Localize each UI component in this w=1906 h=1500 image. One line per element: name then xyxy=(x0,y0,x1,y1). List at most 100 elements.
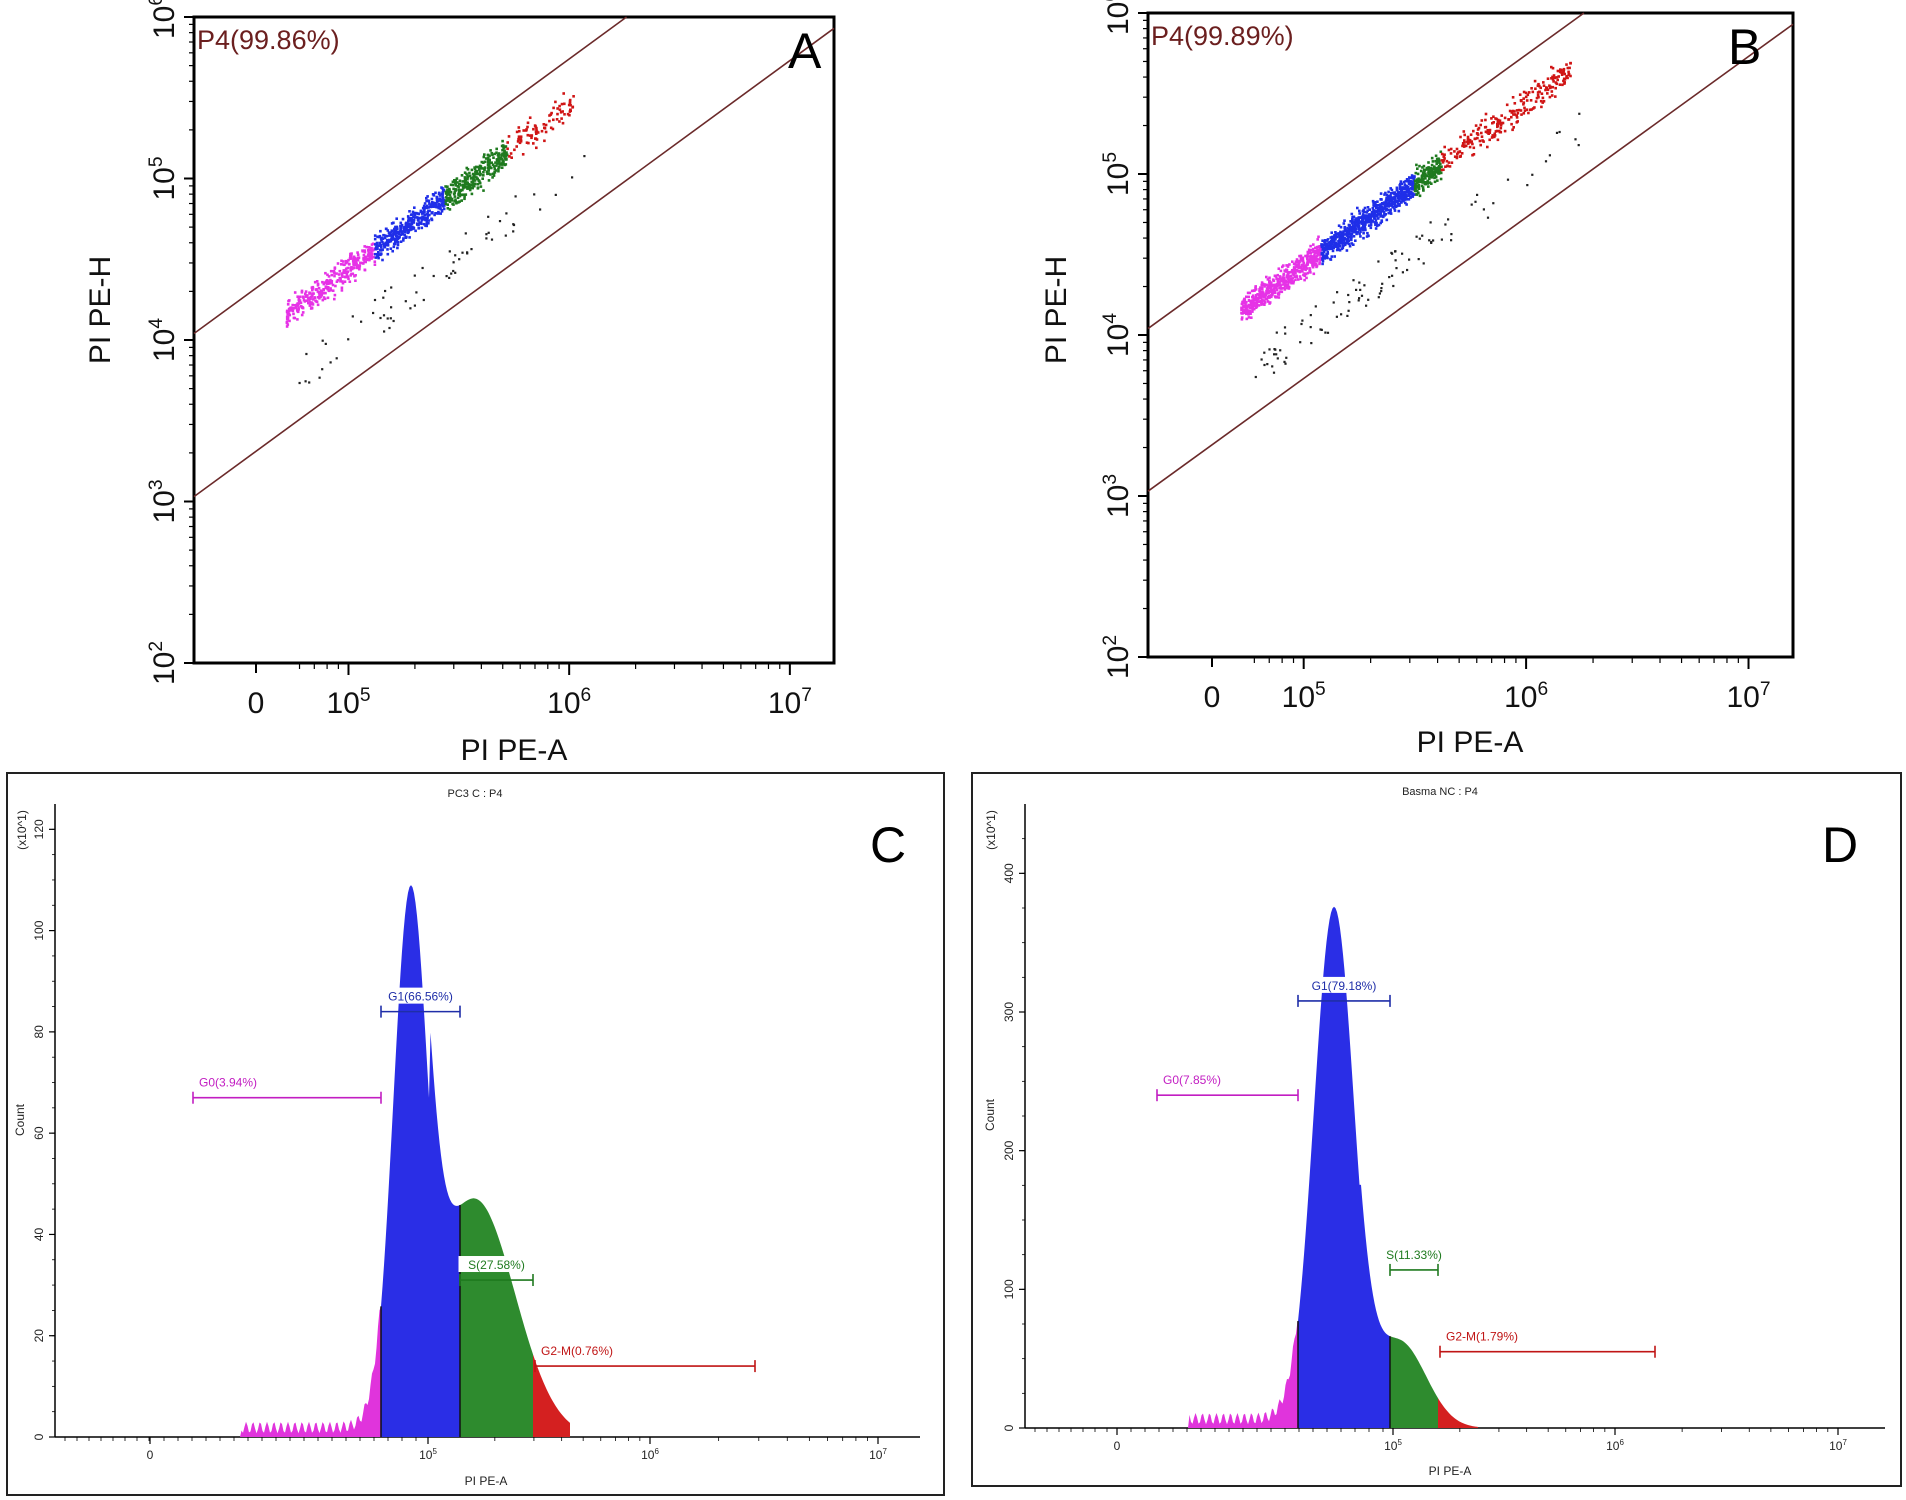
scatter-dot-g1 xyxy=(434,201,437,205)
scatter-dot-g1 xyxy=(1373,209,1376,212)
scatter-dot-g0 xyxy=(1240,316,1244,319)
scatter-dot-s xyxy=(474,170,478,174)
scatter-dot-g0 xyxy=(344,275,347,279)
scatter-dot-g0 xyxy=(1295,258,1299,261)
scatter-dot-g1 xyxy=(1338,238,1342,242)
scatter-dot-g1 xyxy=(1322,254,1325,257)
scatter-dot-g1 xyxy=(1326,243,1329,246)
scatter-dot-s xyxy=(1419,169,1423,173)
scatter-dot-g2-m xyxy=(534,125,537,128)
scatter-dot-outlier xyxy=(1548,154,1551,157)
scatter-dot-s xyxy=(1438,170,1441,174)
scatter-dot-g0 xyxy=(330,281,333,285)
scatter-dot-g0 xyxy=(333,274,336,278)
scatter-dot-g2-m xyxy=(1479,143,1482,147)
scatter-dot-g0 xyxy=(1266,300,1270,303)
scatter-dot-g2-m xyxy=(1480,131,1483,135)
scatter-dot-g2-m xyxy=(526,121,530,125)
scatter-dot-g0 xyxy=(1306,252,1310,255)
scatter-dot-g0 xyxy=(301,295,305,299)
scatter-dot-g1 xyxy=(1372,212,1376,215)
scatter-dot-g2-m xyxy=(569,109,572,112)
scatter-dot-s xyxy=(1430,176,1434,179)
scatter-dot-g0 xyxy=(354,259,358,263)
scatter-dot-g1 xyxy=(1400,198,1404,201)
scatter-dot-g1 xyxy=(1374,217,1377,220)
scatter-dot-s xyxy=(485,170,489,173)
scatter-dot-g1 xyxy=(378,244,381,247)
scatter-dot-s xyxy=(499,156,502,160)
scatter-dot-g0 xyxy=(1293,262,1296,266)
scatter-dot-g0 xyxy=(1262,293,1266,296)
scatter-dot-g0 xyxy=(1315,245,1319,249)
scatter-dot-g0 xyxy=(352,266,356,270)
scatter-dot-s xyxy=(482,171,485,174)
scatter-dot-outlier xyxy=(539,208,542,211)
scatter-dot-g0 xyxy=(1240,306,1243,310)
scatter-dot-s xyxy=(489,173,492,176)
scatter-dot-s xyxy=(463,179,467,183)
scatter-dot-g0 xyxy=(1254,288,1258,291)
scatter-dot-g1 xyxy=(1392,191,1395,195)
scatter-dot-g2-m xyxy=(1463,139,1466,142)
scatter-dot-g1 xyxy=(1323,242,1327,245)
scatter-dot-g2-m xyxy=(1492,121,1495,124)
scatter-dot-g1 xyxy=(1322,250,1326,254)
scatter-dot-g1 xyxy=(1333,243,1336,246)
scatter-dot-g1 xyxy=(1400,188,1403,191)
scatter-dot-g1 xyxy=(1347,242,1351,246)
scatter-dot-g2-m xyxy=(1496,125,1499,129)
scatter-dot-g1 xyxy=(1326,256,1329,260)
scatter-dot-g1 xyxy=(423,202,427,205)
scatter-dot-g1 xyxy=(1393,209,1397,212)
scatter-dot-g0 xyxy=(1261,292,1264,295)
scatter-dot-g0 xyxy=(1294,278,1297,282)
scatter-dot-s xyxy=(486,158,490,162)
scatter-dot-outlier xyxy=(1358,281,1361,284)
scatter-dot-g1 xyxy=(1339,230,1342,234)
scatter-dot-g1 xyxy=(1329,257,1332,261)
scatter-dot-g0 xyxy=(329,288,333,292)
scatter-dot-outlier xyxy=(1578,112,1581,115)
gate-label: G1(79.18%) xyxy=(1312,979,1377,993)
scatter-dot-g0 xyxy=(1271,291,1275,295)
scatter-dot-g2-m xyxy=(532,142,535,145)
scatter-dot-g1 xyxy=(1362,224,1365,228)
scatter-dot-g0 xyxy=(325,282,329,286)
scatter-dot-g0 xyxy=(1301,256,1305,260)
scatter-dot-g0 xyxy=(1277,296,1281,299)
scatter-dot-g1 xyxy=(399,221,403,225)
scatter-dot-g1 xyxy=(1334,231,1337,234)
scatter-dot-g2-m xyxy=(1556,69,1560,73)
scatter-dot-g0 xyxy=(370,250,373,254)
panel-c-x-axis-label: PI PE-A xyxy=(465,1474,508,1488)
scatter-dot-g1 xyxy=(412,218,416,222)
scatter-dot-outlier xyxy=(1476,193,1479,196)
scatter-dot-g1 xyxy=(1387,194,1390,198)
scatter-dot-s xyxy=(482,189,485,192)
scatter-dot-g1 xyxy=(442,207,446,211)
scatter-dot-g1 xyxy=(385,238,389,242)
scatter-dot-s xyxy=(468,188,472,192)
x-tick-label: 105 xyxy=(1282,679,1326,714)
scatter-dot-g1 xyxy=(1375,221,1378,225)
scatter-dot-g0 xyxy=(342,263,346,266)
scatter-dot-g0 xyxy=(311,292,314,295)
scatter-dot-g0 xyxy=(296,318,299,321)
scatter-dot-outlier xyxy=(1450,239,1453,242)
scatter-dot-g1 xyxy=(416,218,420,221)
scatter-dot-g1 xyxy=(389,231,392,234)
scatter-dot-s xyxy=(486,153,490,157)
scatter-dot-outlier xyxy=(304,380,307,383)
scatter-dot-g2-m xyxy=(543,127,547,130)
scatter-dot-g1 xyxy=(425,220,429,224)
scatter-dot-g1 xyxy=(401,217,405,221)
scatter-dot-g0 xyxy=(1311,257,1314,260)
scatter-dot-g0 xyxy=(316,290,320,293)
scatter-dot-g2-m xyxy=(1551,85,1555,89)
scatter-dot-g0 xyxy=(310,301,313,304)
scatter-dot-outlier xyxy=(379,316,382,320)
scatter-dot-s xyxy=(1418,164,1421,168)
y-tick-label: 102 xyxy=(1100,635,1135,679)
scatter-dot-g1 xyxy=(441,198,445,202)
